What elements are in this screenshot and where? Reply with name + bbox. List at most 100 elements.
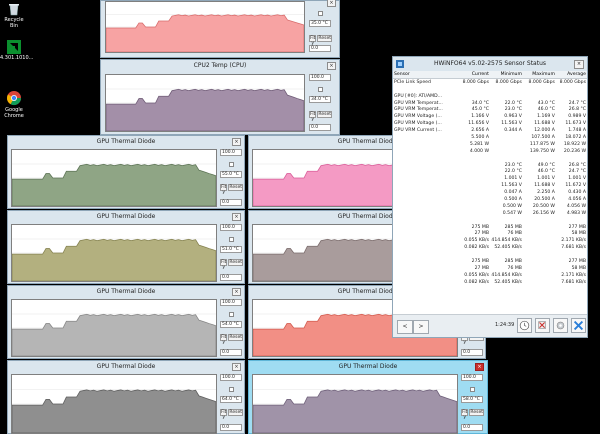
close-icon[interactable]: × [232,363,241,371]
sensor-row[interactable]: 0.547 W 26.156 W 4.983 W [393,210,587,217]
sensor-row[interactable]: 0.500 W 20.500 W 4.056 W [393,203,587,210]
fit-y-button[interactable]: Fit y [220,334,228,345]
sensor-value-cell: 275 MB [471,224,489,230]
sensor-row[interactable]: 0.055 KB/s 414.854 KB/s 2.171 KB/s [393,237,587,244]
reset-button[interactable]: Reset [228,184,243,191]
sensor-row[interactable]: 22.0 °C 46.0 °C 24.7 °C [393,168,587,175]
amd-app-icon[interactable]: 4.301.1010... [0,40,33,61]
reset-button[interactable]: Reset [317,111,332,118]
close-icon[interactable]: × [232,288,241,296]
sensor-value-cell [457,189,490,196]
sensor-name-cell: GPU VRM Voltage (... [394,114,442,120]
clock-button[interactable] [517,318,532,333]
sensor-row[interactable]: GPU VRM Current (... 2.656 A 0.344 A 12.000… [393,127,587,134]
fit-y-button[interactable]: Fit y [309,35,317,46]
sensor-row[interactable]: 4.000 W 139.750 W 20.236 W [393,148,587,155]
sensor-row[interactable]: 0.082 KB/s 52.405 KB/s 7.681 KB/s [393,244,587,251]
show-checkbox[interactable] [229,312,234,317]
sensor-row[interactable]: 27 MB 76 MB 58 MB [393,230,587,237]
max-value-box: 100.0 [309,74,331,81]
min-value-box: 0.0 [461,349,483,356]
sensor-row[interactable]: 275 MB 285 MB 277 MB [393,224,587,231]
recycle-bin-icon[interactable]: Recycle Bin [0,2,28,29]
close-sensors-button[interactable] [571,318,586,333]
close-icon[interactable]: × [232,138,241,146]
sensor-value-cell: 1.166 V [471,114,489,120]
window-title: GPU Thermal Diode [337,138,397,145]
reset-button[interactable]: Reset [228,259,243,266]
sensor-row[interactable]: GPU [#0]: ATI/AMD... [393,93,587,100]
sensor-row[interactable] [393,86,587,93]
fit-y-button[interactable]: Fit y [220,259,228,270]
sensor-row[interactable]: 0.047 A 2.250 A 0.430 A [393,189,587,196]
sensor-row[interactable]: 0.082 KB/s 52.405 KB/s 7.681 KB/s [393,279,587,286]
hwinfo-sensor-window[interactable]: HWiNFO64 v5.02-2575 Sensor Status × Sens… [392,56,588,338]
sensor-table: Sensor Current Minimum Maximum Average P… [393,71,587,286]
sensor-row[interactable]: 11.563 V 11.688 V 11.672 V [393,182,587,189]
close-icon[interactable]: × [327,62,336,70]
scroll-right-button[interactable]: > [413,320,429,334]
close-icon[interactable]: × [232,213,241,221]
sensor-window-2[interactable]: CPU2 Temp (CPU) × 100.0 34.0 °C Fit y Res… [100,59,340,135]
sensor-row[interactable]: PCIe Link Speed 8.000 Gbps 8.000 Gbps 8.000… [393,78,587,85]
show-checkbox[interactable] [229,387,234,392]
show-checkbox[interactable] [229,162,234,167]
sensor-row[interactable]: 1.001 V 1.001 V 1.001 V [393,175,587,182]
column-header[interactable]: Maximum [522,71,556,79]
sensor-value-cell [457,93,490,100]
column-header[interactable]: Current [457,71,490,79]
column-header[interactable]: Minimum [489,71,523,79]
sensor-row[interactable]: GPU VRM Temperat... 34.0 °C 22.0 °C 43.0 °C… [393,100,587,107]
sensor-row[interactable] [393,217,587,224]
fit-y-button[interactable]: Fit y [309,111,317,122]
sensor-row[interactable] [393,155,587,162]
reset-button[interactable]: Reset [317,35,332,42]
sensor-row[interactable]: 23.0 °C 49.0 °C 26.8 °C [393,162,587,169]
sensor-value-cell [457,162,490,169]
scroll-left-button[interactable]: < [397,320,413,334]
sensor-value-cell: 277 MB [568,258,586,264]
reset-button[interactable]: Reset [228,334,243,341]
sensor-row[interactable]: 275 MB 285 MB 277 MB [393,258,587,265]
sensor-value-cell [490,86,523,93]
close-icon[interactable]: × [475,363,484,371]
sensor-row[interactable] [393,251,587,258]
fit-y-button[interactable]: Fit y [461,409,469,420]
close-icon[interactable]: × [327,0,336,7]
sensor-value-cell: 11.672 V [565,183,586,189]
sensor-row[interactable]: 5.281 W 117.875 W 18.922 W [393,141,587,148]
sensor-row[interactable]: 5.500 A 107.500 A 18.072 A [393,134,587,141]
fit-y-button[interactable]: Fit y [220,184,228,195]
sensor-row[interactable]: 27 MB 76 MB 58 MB [393,265,587,272]
google-chrome-icon[interactable]: Google Chrome [0,90,28,119]
reset-sensors-button[interactable] [535,318,550,333]
sensor-name-cell [393,279,457,286]
sensor-row[interactable]: 0.055 KB/s 414.854 KB/s 2.171 KB/s [393,272,587,279]
reset-button[interactable]: Reset [228,409,243,416]
sensor-name-cell [393,141,457,148]
sensor-window-1[interactable]: × 35.0 °C Fit y Reset 0.0 [100,0,340,58]
sensor-value-cell: 1.001 V [568,176,586,182]
column-header[interactable]: Average [555,71,587,79]
sensor-row[interactable]: GPU VRM Voltage (... 11.656 V 11.563 V 11.6… [393,120,587,127]
sensor-row[interactable]: GPU VRM Voltage (... 1.166 V 0.963 V 1.169 … [393,113,587,120]
sensor-row[interactable]: 0.500 A 20.500 A 4.056 A [393,196,587,203]
show-checkbox[interactable] [318,11,323,16]
fit-y-button[interactable]: Fit y [220,409,228,420]
column-header[interactable]: Sensor [393,71,458,79]
settings-button[interactable] [553,318,568,333]
show-checkbox[interactable] [470,387,475,392]
show-checkbox[interactable] [318,87,323,92]
sensor-value-cell: 11.688 V [534,121,555,127]
window-title: CPU2 Temp (CPU) [193,62,247,69]
show-checkbox[interactable] [229,237,234,242]
close-icon[interactable]: × [574,60,584,69]
sensor-row[interactable]: GPU VRM Temperat... 45.0 °C 23.0 °C 46.0 °C… [393,106,587,113]
hwinfo-title: HWiNFO64 v5.02-2575 Sensor Status [433,60,547,67]
reset-button[interactable]: Reset [469,409,484,416]
